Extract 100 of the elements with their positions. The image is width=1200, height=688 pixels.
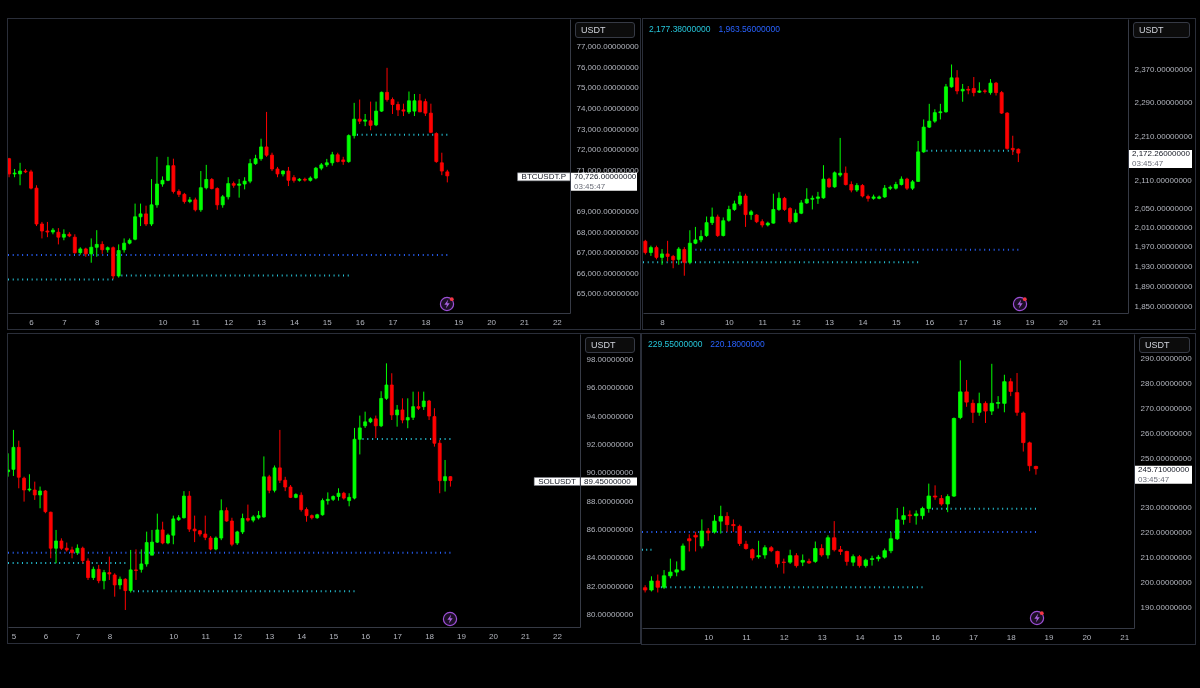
x-tick-label: 17 [388, 317, 399, 327]
x-tick-label: 12 [233, 631, 243, 641]
candlestick [932, 484, 938, 501]
y-tick-label: 68,000.00000000 [576, 227, 640, 237]
x-tick-label: 20 [489, 631, 499, 641]
candlestick [96, 564, 101, 584]
candlestick [11, 429, 16, 477]
candlestick [357, 99, 362, 125]
text: 2,172.26000000 [1132, 149, 1191, 159]
y-tick-label: 250.00000000 [1140, 453, 1193, 463]
x-tick-label: 5 [11, 631, 17, 641]
y-tick-label: 270.00000000 [1140, 403, 1193, 413]
candlestick [54, 529, 58, 564]
candlestick [970, 399, 976, 424]
x-tick-label: 12 [224, 317, 234, 327]
x-tick-label: 12 [779, 632, 790, 642]
x-tick-label: 15 [329, 631, 339, 641]
x-tick-label: 13 [265, 631, 275, 641]
y-tick-label: 71,000.00000000 [576, 165, 640, 175]
text: 03:45:47 [1138, 474, 1170, 484]
x-tick-label: 11 [201, 631, 211, 641]
x-tick-label: 13 [825, 317, 835, 327]
candlestick [1014, 372, 1020, 417]
y-tick-label: 84.00000000 [586, 553, 634, 563]
y-tick-label: 2,370.00000000 [1134, 65, 1193, 75]
candlestick [373, 415, 378, 439]
y-tick-label: 75,000.00000000 [576, 83, 640, 93]
x-tick-label: 18 [1006, 632, 1017, 642]
candlestick [989, 363, 994, 416]
annotation: BTCUSDT.P [521, 171, 566, 181]
candlestick [699, 518, 704, 549]
x-tick-label: 10 [169, 631, 179, 641]
candlestick [813, 541, 818, 564]
x-tick-label: 21 [520, 317, 530, 327]
text: 89.45000000 [584, 476, 632, 486]
candlestick [272, 464, 277, 493]
candlestick [134, 548, 138, 581]
text: 245.71000000 [1138, 464, 1190, 474]
candlestick [971, 76, 976, 97]
candlestick [246, 504, 250, 523]
x-tick-label: 16 [355, 317, 366, 327]
y-tick-label: 90.00000000 [586, 468, 634, 478]
y-tick-label: 260.00000000 [1140, 428, 1193, 438]
y-tick-label: 1,930.00000000 [1134, 261, 1193, 271]
y-tick-label: 94.00000000 [586, 411, 634, 421]
x-tick-label: 17 [393, 631, 403, 641]
y-tick-label: 73,000.00000000 [576, 124, 640, 134]
candlestick [983, 400, 988, 424]
x-tick-label: 22 [552, 317, 563, 327]
candlestick [61, 228, 66, 241]
text: 03:45:47 [1132, 159, 1164, 169]
candlestick [715, 214, 720, 238]
x-tick-label: 16 [931, 632, 941, 642]
y-tick-label: 69,000.00000000 [576, 206, 640, 216]
candlestick [825, 534, 831, 560]
y-tick-label: 65,000.00000000 [576, 289, 640, 299]
x-tick-label: 8 [107, 631, 113, 641]
x-tick-label: 21 [1120, 632, 1130, 642]
x-tick-label: 19 [1025, 317, 1035, 327]
x-tick-label: 8 [95, 317, 101, 327]
y-tick-label: 210.00000000 [1140, 552, 1193, 562]
x-tick-label: 8 [660, 317, 666, 327]
x-tick-label: 14 [289, 317, 300, 327]
x-tick-label: 13 [257, 317, 267, 327]
candlestick [112, 572, 117, 598]
text: 2,177.38000000 [649, 24, 711, 34]
x-tick-label: 12 [791, 317, 802, 327]
text: 220.18000000 [710, 339, 765, 349]
y-tick-label: 200.00000000 [1140, 577, 1193, 587]
x-tick-label: 7 [75, 631, 81, 641]
y-tick-label: 2,210.00000000 [1134, 132, 1193, 142]
candlestick [743, 193, 748, 228]
y-tick-label: 230.00000000 [1140, 503, 1193, 513]
candlestick [660, 248, 664, 266]
y-tick-label: 96.00000000 [586, 383, 634, 393]
x-tick-label: 19 [454, 317, 464, 327]
candlestick [144, 205, 148, 227]
x-tick-label: 6 [43, 631, 49, 641]
x-tick-label: 17 [968, 632, 979, 642]
y-tick-label: 82.00000000 [586, 581, 634, 591]
candlestick [964, 379, 969, 408]
candlestick [123, 577, 128, 611]
candlestick [363, 113, 368, 127]
candlestick [888, 531, 894, 554]
y-axis-title: USDT [575, 22, 635, 38]
candlestick [680, 543, 686, 572]
x-tick-label: 21 [521, 631, 531, 641]
y-tick-label: 2,110.00000000 [1134, 176, 1193, 186]
x-tick-label: 18 [425, 631, 435, 641]
y-tick-label: 220.00000000 [1140, 528, 1193, 538]
x-tick-label: 18 [421, 317, 431, 327]
x-tick-label: 15 [322, 317, 333, 327]
y-tick-label: 92.00000000 [586, 439, 634, 449]
y-tick-label: 2,010.00000000 [1134, 222, 1193, 232]
candlestick [302, 177, 307, 183]
y-tick-label: 80.00000000 [586, 609, 634, 619]
x-tick-label: 7 [62, 317, 68, 327]
candlestick [395, 404, 399, 428]
candlestick [128, 549, 133, 594]
y-axis-title: USDT [1133, 22, 1190, 38]
